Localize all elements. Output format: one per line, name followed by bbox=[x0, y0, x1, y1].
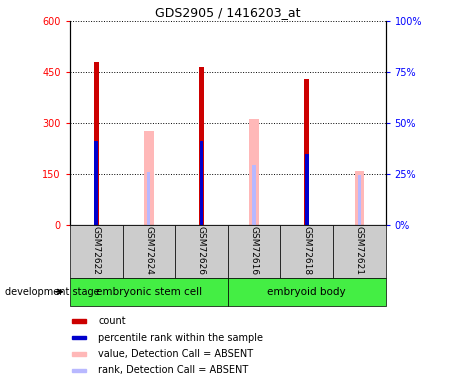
Bar bbox=[72, 336, 87, 339]
Bar bbox=[228, 225, 281, 278]
Text: GSM72624: GSM72624 bbox=[144, 226, 153, 275]
Bar bbox=[70, 225, 123, 278]
Bar bbox=[281, 225, 333, 278]
Text: count: count bbox=[98, 316, 126, 326]
Bar bbox=[333, 225, 386, 278]
Text: development stage: development stage bbox=[5, 287, 99, 297]
Bar bbox=[72, 369, 87, 372]
Bar bbox=[72, 320, 87, 323]
Bar bbox=[147, 172, 151, 225]
Text: percentile rank within the sample: percentile rank within the sample bbox=[98, 333, 263, 343]
Text: GSM72626: GSM72626 bbox=[197, 226, 206, 275]
Bar bbox=[354, 171, 364, 225]
Text: GSM72616: GSM72616 bbox=[249, 226, 258, 275]
Text: embryonic stem cell: embryonic stem cell bbox=[96, 287, 202, 297]
Bar bbox=[94, 62, 99, 225]
Bar bbox=[305, 154, 308, 225]
Bar bbox=[72, 352, 87, 356]
Bar bbox=[70, 278, 228, 306]
Bar bbox=[144, 131, 153, 225]
Text: GSM72622: GSM72622 bbox=[92, 226, 101, 275]
Bar bbox=[94, 141, 98, 225]
Bar bbox=[199, 67, 204, 225]
Text: GSM72621: GSM72621 bbox=[355, 226, 364, 275]
Bar bbox=[200, 141, 203, 225]
Text: embryoid body: embryoid body bbox=[267, 287, 346, 297]
Text: rank, Detection Call = ABSENT: rank, Detection Call = ABSENT bbox=[98, 365, 249, 375]
Text: value, Detection Call = ABSENT: value, Detection Call = ABSENT bbox=[98, 349, 253, 359]
Bar bbox=[123, 225, 175, 278]
Bar bbox=[249, 119, 259, 225]
Bar bbox=[228, 278, 386, 306]
Bar bbox=[304, 78, 309, 225]
Title: GDS2905 / 1416203_at: GDS2905 / 1416203_at bbox=[155, 6, 300, 20]
Bar bbox=[358, 175, 361, 225]
Bar bbox=[175, 225, 228, 278]
Text: GSM72618: GSM72618 bbox=[302, 226, 311, 275]
Bar bbox=[253, 165, 256, 225]
